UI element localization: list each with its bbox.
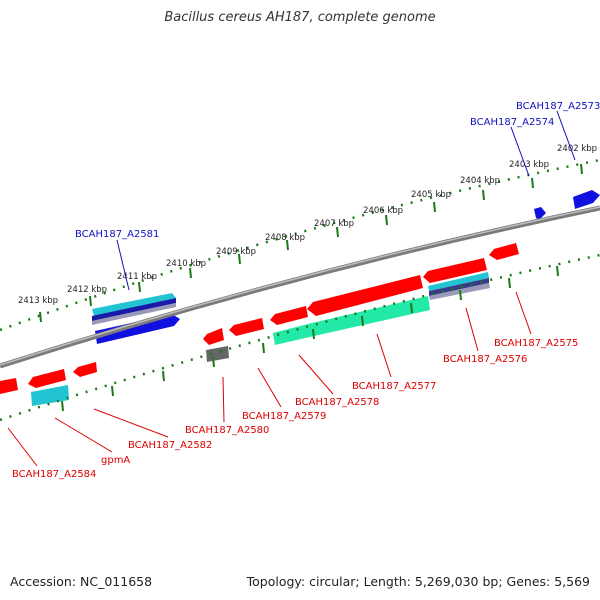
gene-bcah187-a2584-cyan [31,385,69,406]
gene-bcah187-a2577-teal [312,296,430,336]
gene-label: BCAH187_A2577 [352,381,436,392]
gene-label: BCAH187_A2575 [494,338,578,349]
gene-label: BCAH187_A2582 [128,440,212,451]
scale-label: 2413 kbp [18,296,58,306]
gene-label: BCAH187_A2584 [12,469,96,480]
scale-label: 2409 kbp [216,247,256,257]
scale-label: 2402 kbp [557,144,597,154]
gene-bcah187-a2574 [534,207,546,220]
gene-cds-cyan [92,293,176,316]
gene-bcah187-a2580 [203,328,224,345]
scale-label: 2410 kbp [166,259,206,269]
genome-backbone [0,205,600,369]
scale-label: 2404 kbp [460,176,500,186]
map-title: Bacillus cereus AH187, complete genome [164,10,436,25]
gene-gpma [28,369,66,388]
gene-label: gpmA [101,455,130,466]
gene-label: BCAH187_A2573 [516,101,600,112]
scale-label: 2403 kbp [509,160,549,170]
scale-labels: 2413 kbp 2412 kbp 2411 kbp 2410 kbp 2409… [18,144,597,306]
gene-label: BCAH187_A2580 [185,425,269,436]
gene-cds-navy [92,298,176,321]
genome-backbone-highlight [0,206,600,366]
accession-text: Accession: NC_011658 [10,574,153,589]
gene-bcah187-a2577 [307,275,423,316]
gene-bcah187-a2579 [229,318,264,336]
forward-label-leaders [116,110,576,291]
gene-bcah187-a2580-pseudo [206,346,229,362]
gene-label: BCAH187_A2576 [443,354,527,365]
scale-label: 2406 kbp [363,206,403,216]
gene-label: BCAH187_A2579 [242,411,326,422]
gene-cds-grey [92,303,176,325]
gene-bcah187-a2578 [270,306,308,325]
gene-bcah187-a2573 [573,190,600,209]
gene-bcah187-a2575 [489,243,519,260]
scale-label: 2407 kbp [314,219,354,229]
genome-summary-text: Topology: circular; Length: 5,269,030 bp… [246,574,590,589]
gene-label: BCAH187_A2574 [470,117,554,128]
gene-bcah187-a2576-navy [429,278,489,296]
scale-label: 2405 kbp [411,190,451,200]
reverse-label-leaders [7,291,532,467]
gene-bcah187-a2576-cyan [428,272,489,291]
gene-bcah187-a2581 [95,314,180,344]
forward-genes [92,190,600,344]
reverse-gene-labels: BCAH187_A2584 gpmA BCAH187_A2582 BCAH187… [12,338,578,480]
forward-gene-labels: BCAH187_A2581 BCAH187_A2574 BCAH187_A257… [75,101,600,240]
reverse-genes [0,243,519,406]
scale-label: 2411 kbp [117,272,157,282]
outer-major-ticks [39,163,583,323]
gene-bcah187-a2578-teal [273,323,314,345]
scale-label: 2408 kbp [265,233,305,243]
scale-label: 2412 kbp [67,285,107,295]
gene-label: BCAH187_A2581 [75,229,159,240]
inner-major-ticks [61,265,559,412]
gene-label: BCAH187_A2578 [295,397,379,408]
gene-bcah187-a2584 [0,378,18,394]
gene-bcah187-a2576 [423,258,487,283]
gene-bcah187-a2582 [73,362,97,377]
